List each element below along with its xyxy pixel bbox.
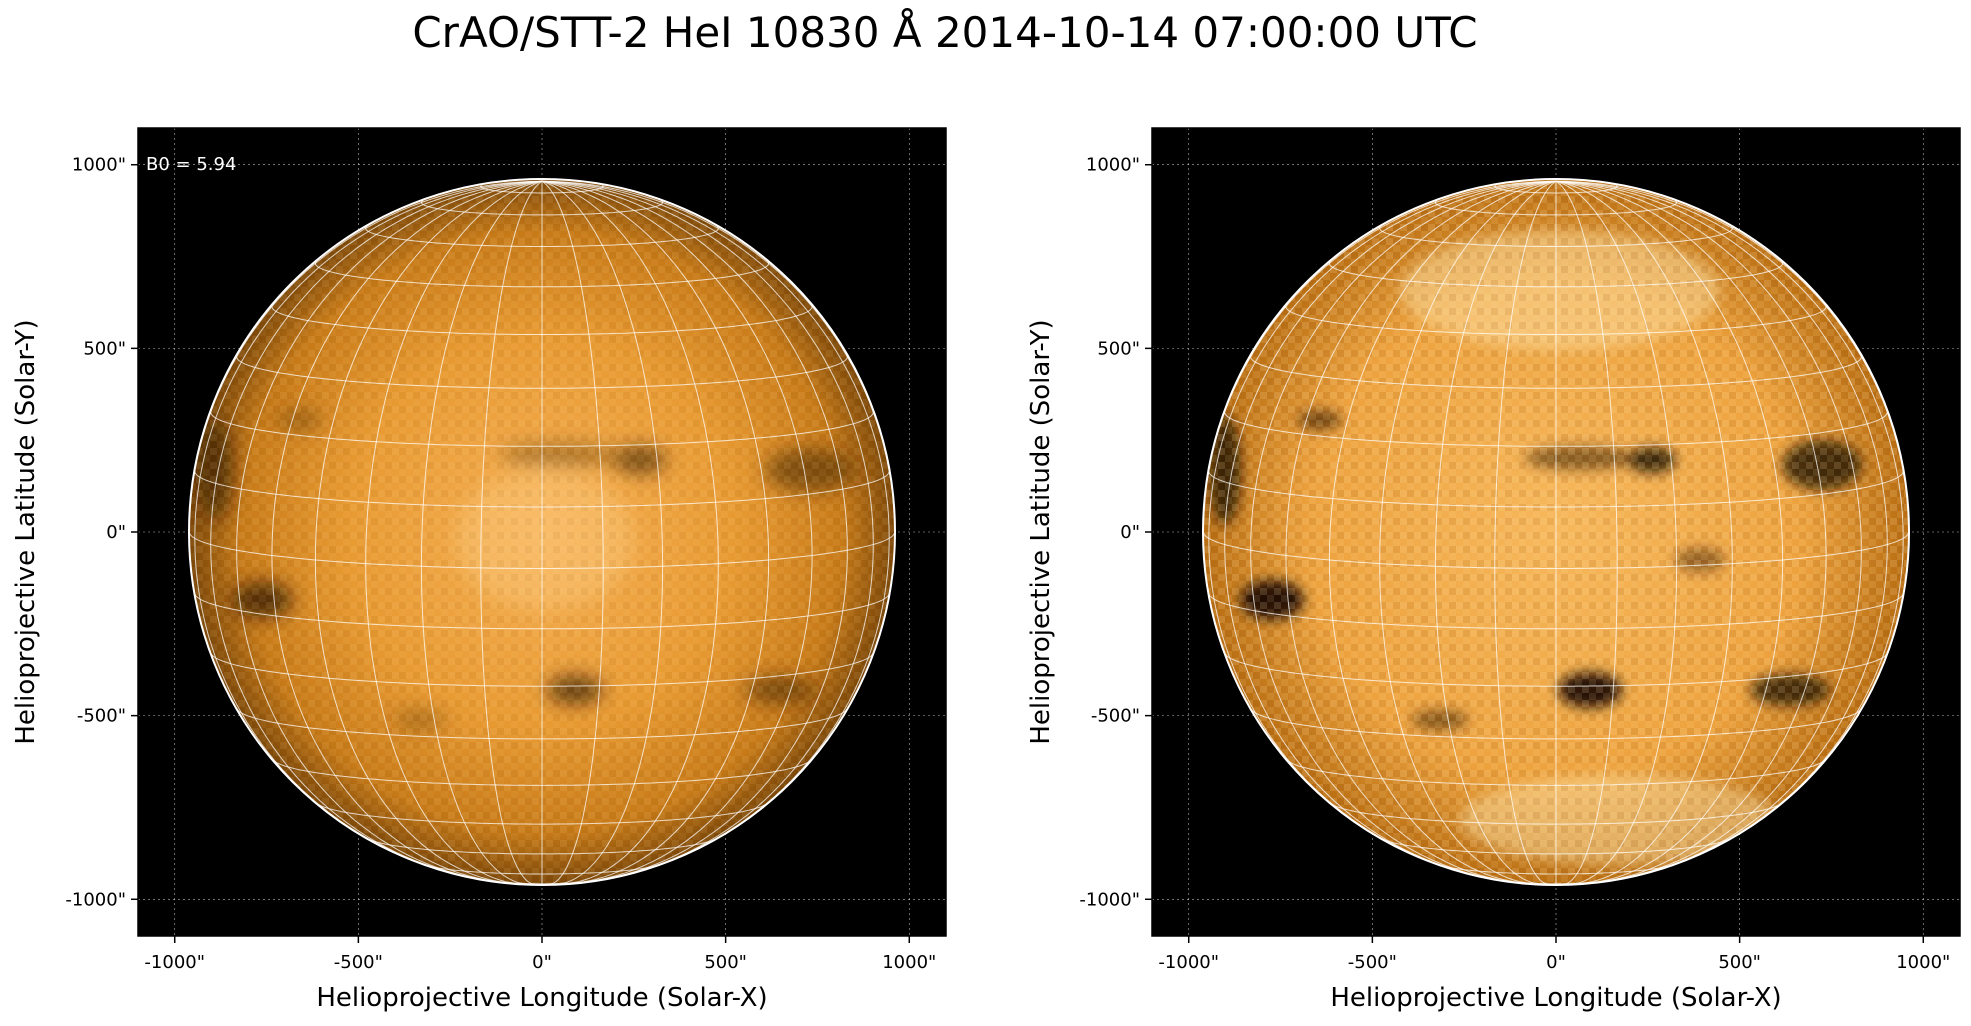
heliographic-gridline [1555, 180, 1733, 885]
heliographic-gridline [194, 180, 543, 834]
heliographic-gridline [1434, 180, 1557, 885]
heliographic-gridline [1285, 180, 1557, 882]
heliographic-gridline [541, 180, 719, 885]
y-tick-label: 1000" [1086, 155, 1140, 176]
y-axis-label-right: Helioprojective Latitude (Solar-Y) [1026, 319, 1056, 744]
heliographic-gridline [1208, 593, 1904, 630]
x-tick-label: 1000" [882, 952, 936, 973]
heliographic-gridline [271, 304, 813, 335]
heliographic-gridline [1379, 224, 1733, 247]
y-tick-label: 500" [83, 338, 126, 359]
heliographic-gridline [194, 471, 890, 508]
heliographic-gridline [237, 709, 847, 740]
heliographic-gridline [1555, 180, 1827, 882]
heliographic-gridline [1441, 864, 1671, 875]
y-tick-label: -500" [77, 706, 126, 727]
heliographic-gridline [314, 260, 770, 288]
y-axis-label-left: Helioprojective Latitude (Solar-Y) [11, 319, 41, 744]
y-tick-label: 500" [1097, 338, 1140, 359]
figure-title: CrAO/STT-2 HeI 10830 Å 2014-10-14 07:00:… [412, 8, 1478, 57]
panel-left: B0 = 5.94 -1000" -500" 0" 500" 1000" 1000" 500… [11, 127, 947, 1013]
x-tick-label: 500" [1718, 952, 1761, 973]
heliographic-gridline [1250, 355, 1862, 389]
heliographic-gridline [1251, 709, 1861, 740]
heliographic-gridline [314, 180, 543, 884]
heliographic-gridline [369, 839, 715, 855]
heliographic-gridline [480, 180, 543, 885]
heliographic-gridline [1225, 653, 1887, 687]
heliographic-gridline [1555, 180, 1784, 884]
heliographic-gridline [541, 180, 813, 882]
x-tick-label: -500" [1348, 952, 1397, 973]
heliographic-gridline [1224, 180, 1557, 870]
ticks-right: -1000" -500" 0" 500" 1000" 1000" 500" 0" -500" -1… [1079, 155, 1950, 973]
heliographic-gridline [541, 180, 890, 834]
y-tick-label: 0" [106, 522, 126, 543]
heliographic-gridline [1555, 180, 1888, 870]
heliographic-gridline [273, 759, 811, 786]
x-axis-label-right: Helioprojective Longitude (Solar-X) [1330, 983, 1781, 1013]
heliographic-gridline [236, 355, 848, 389]
heliographic-gridline [1555, 180, 1618, 885]
heliographic-gridline [365, 180, 543, 885]
heliographic-gridline [1383, 839, 1729, 855]
heliographic-gridline [427, 864, 657, 875]
heliographic-gridline [1494, 185, 1618, 194]
heliographic-gridline [1208, 471, 1904, 508]
heliographic-gridline [1555, 180, 1678, 885]
heliographic-gridline [541, 180, 770, 884]
y-tick-label: -500" [1091, 706, 1140, 727]
heliographic-gridline [1224, 410, 1888, 447]
solar-limb-right [1202, 178, 1910, 886]
panel-right: -1000" -500" 0" 500" 1000" 1000" 500" 0" -500" -1… [1026, 127, 1961, 1013]
heliographic-gridline [541, 180, 604, 885]
heliographic-gridline [271, 180, 543, 882]
x-tick-label: -500" [334, 952, 383, 973]
heliographic-gridline [188, 531, 896, 569]
heliographic-gridline [210, 180, 543, 870]
x-tick-label: 0" [1546, 952, 1566, 973]
heliographic-gridline [1494, 180, 1557, 885]
heliographic-gridline [1328, 180, 1557, 884]
heliographic-gridline [541, 180, 664, 885]
y-tick-label: 0" [1120, 522, 1140, 543]
heliographic-gridline [1434, 199, 1678, 216]
x-tick-label: 0" [532, 952, 552, 973]
heliographic-gridline [541, 180, 874, 870]
y-tick-label: -1000" [65, 889, 126, 910]
heliographic-gridline [1287, 759, 1825, 786]
heliographic-gridline [211, 653, 873, 687]
heliographic-gridline [194, 593, 890, 630]
heliographic-gridline [1202, 531, 1910, 569]
heliographic-gridline [1379, 180, 1557, 885]
heliographic-gridline [420, 199, 664, 216]
b0-annotation: B0 = 5.94 [146, 154, 236, 175]
x-tick-label: -1000" [144, 952, 205, 973]
y-tick-label: -1000" [1079, 889, 1140, 910]
heliographic-gridline [365, 224, 719, 247]
heliographic-gridline [1331, 803, 1781, 825]
heliographic-gridline [1285, 304, 1827, 335]
heliographic-gridline [1555, 180, 1904, 834]
heliographic-grid-left [188, 180, 896, 885]
heliographic-gridline [317, 803, 767, 825]
heliographic-gridline [1328, 260, 1784, 288]
x-axis-label-left: Helioprojective Longitude (Solar-X) [316, 983, 767, 1013]
x-tick-label: 500" [704, 952, 747, 973]
ticks-left: -1000" -500" 0" 500" 1000" 1000" 500" 0" -500" -1… [65, 155, 936, 973]
heliographic-gridline [210, 410, 874, 447]
x-tick-label: 1000" [1896, 952, 1950, 973]
heliographic-gridline [1208, 180, 1557, 834]
solar-limb-left [188, 178, 896, 886]
heliographic-gridline [480, 185, 604, 194]
heliographic-gridline [420, 180, 543, 885]
y-tick-label: 1000" [72, 155, 126, 176]
x-tick-label: -1000" [1158, 952, 1219, 973]
